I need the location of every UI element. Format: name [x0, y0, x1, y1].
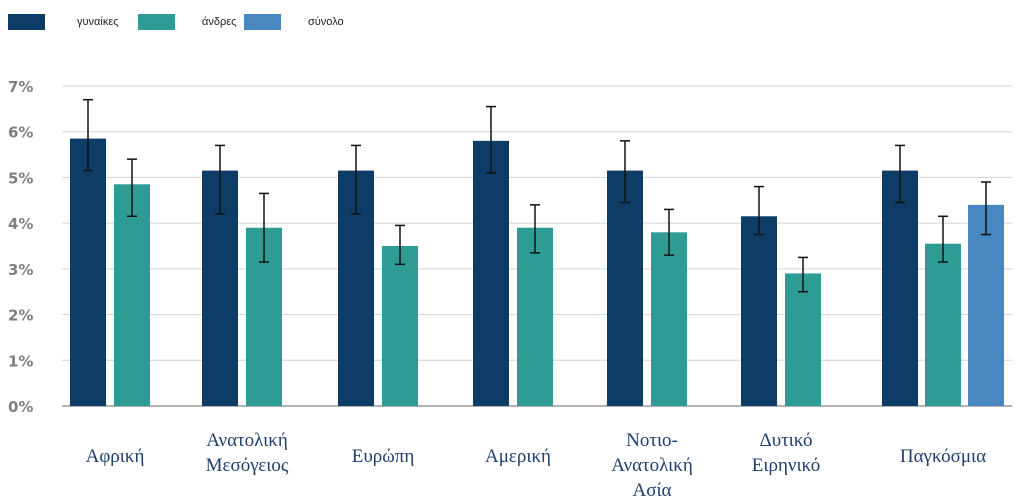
bar [607, 170, 643, 406]
y-tick-label: 5% [8, 169, 33, 187]
x-category-label: Μεσόγειος [206, 455, 289, 476]
x-category-label: Δυτικό [759, 430, 812, 451]
legend-swatch-men [138, 14, 175, 30]
bar [382, 246, 418, 406]
y-tick-label: 2% [8, 307, 33, 325]
bar [925, 243, 961, 406]
x-category-label: Ειρηνικό [752, 455, 821, 476]
bar [741, 216, 777, 406]
y-tick-label: 6% [8, 124, 33, 142]
bar [968, 204, 1004, 406]
y-tick-label: 7% [8, 78, 33, 96]
x-category-label: Ευρώπη [352, 446, 415, 467]
bar [651, 232, 687, 406]
legend-label-men: άνδρες [202, 16, 237, 28]
y-tick-label: 4% [8, 215, 33, 233]
legend-item-men: άνδρες [138, 14, 236, 30]
legend-swatch-women [8, 14, 45, 30]
y-tick-label: 3% [8, 261, 33, 279]
bar [785, 273, 821, 406]
x-category-label: Παγκόσμια [900, 446, 986, 467]
bar [114, 184, 150, 406]
x-category-label: Αφρική [86, 446, 145, 467]
bar [882, 170, 918, 406]
y-tick-label: 0% [8, 398, 33, 416]
bar [517, 227, 553, 406]
bar [70, 138, 106, 407]
x-category-label: Ανατολική [206, 430, 288, 451]
legend-item-women: γυναίκες [8, 14, 119, 30]
legend-swatch-total [244, 14, 281, 30]
bar [473, 140, 509, 406]
y-tick-label: 1% [8, 352, 33, 370]
x-category-label: Νοτιο- [626, 430, 678, 451]
x-category-label: Ανατολική [611, 455, 693, 476]
legend-label-women: γυναίκες [77, 16, 119, 28]
legend-item-total: σύνολο [244, 14, 344, 30]
x-category-label: Ασία [632, 480, 671, 501]
x-category-label: Αμερική [485, 446, 551, 467]
legend-label-total: σύνολο [308, 16, 344, 28]
